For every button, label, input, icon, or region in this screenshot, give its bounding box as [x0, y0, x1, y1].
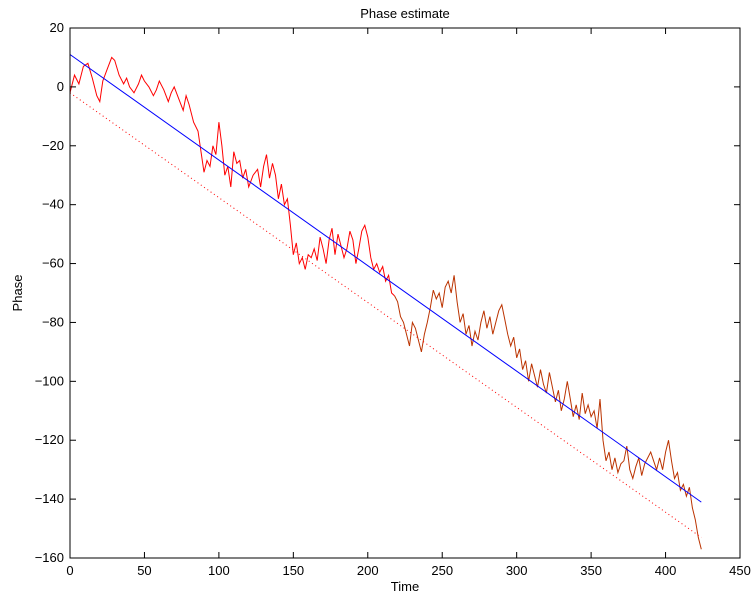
x-tick-label: 400	[655, 563, 677, 578]
axes-frame	[69, 27, 741, 559]
x-axis: 0 50 100 150 200 250 300 350 400 450	[66, 28, 751, 578]
chart-title: Phase estimate	[360, 6, 450, 21]
y-tick-label: 0	[57, 79, 64, 94]
y-tick-label: −40	[42, 197, 64, 212]
x-tick-label: 350	[580, 563, 602, 578]
y-tick-label: 20	[50, 20, 64, 35]
x-tick-label: 200	[357, 563, 379, 578]
series-line-1	[69, 56, 395, 297]
plot-lines	[69, 54, 702, 550]
y-axis: −160 −140 −120 −100 −80 −60 −40 −20 0 20	[35, 20, 740, 565]
y-tick-label: −120	[35, 432, 64, 447]
y-tick-label: −140	[35, 491, 64, 506]
series-line-2	[394, 275, 702, 550]
y-tick-label: −20	[42, 138, 64, 153]
series-line-3	[69, 54, 702, 503]
x-tick-label: 100	[208, 563, 230, 578]
x-tick-label: 0	[66, 563, 73, 578]
x-axis-label: Time	[391, 579, 419, 594]
y-tick-label: −100	[35, 373, 64, 388]
y-tick-label: −160	[35, 550, 64, 565]
x-tick-label: 450	[729, 563, 751, 578]
x-tick-label: 50	[137, 563, 151, 578]
y-tick-label: −60	[42, 256, 64, 271]
y-axis-label: Phase	[10, 275, 25, 312]
x-tick-label: 150	[282, 563, 304, 578]
x-tick-label: 300	[506, 563, 528, 578]
x-tick-label: 250	[431, 563, 453, 578]
y-tick-label: −80	[42, 314, 64, 329]
series-line-4	[69, 92, 702, 538]
